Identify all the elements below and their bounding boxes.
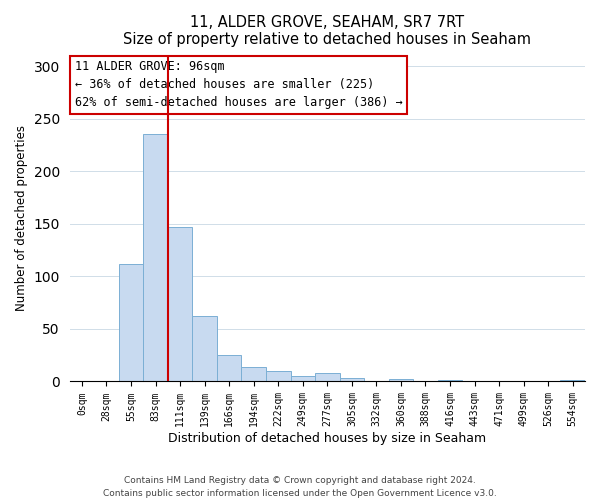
X-axis label: Distribution of detached houses by size in Seaham: Distribution of detached houses by size …: [168, 432, 487, 445]
Bar: [389, 380, 413, 382]
Bar: [438, 380, 462, 382]
Text: 11 ALDER GROVE: 96sqm
← 36% of detached houses are smaller (225)
62% of semi-det: 11 ALDER GROVE: 96sqm ← 36% of detached …: [75, 60, 403, 110]
Y-axis label: Number of detached properties: Number of detached properties: [15, 126, 28, 312]
Bar: [266, 371, 290, 382]
Bar: [241, 367, 266, 382]
Bar: [340, 378, 364, 382]
Bar: [168, 227, 193, 382]
Bar: [119, 264, 143, 382]
Text: Contains HM Land Registry data © Crown copyright and database right 2024.
Contai: Contains HM Land Registry data © Crown c…: [103, 476, 497, 498]
Bar: [290, 376, 315, 382]
Bar: [315, 373, 340, 382]
Bar: [193, 316, 217, 382]
Bar: [143, 134, 168, 382]
Bar: [217, 355, 241, 382]
Title: 11, ALDER GROVE, SEAHAM, SR7 7RT
Size of property relative to detached houses in: 11, ALDER GROVE, SEAHAM, SR7 7RT Size of…: [124, 15, 532, 48]
Bar: [560, 380, 585, 382]
